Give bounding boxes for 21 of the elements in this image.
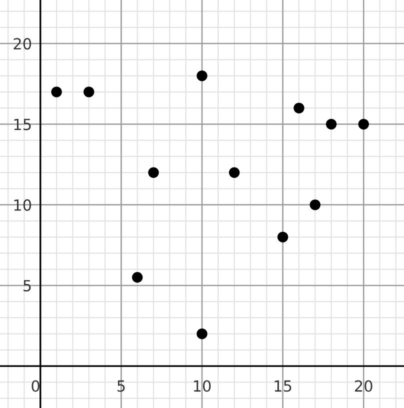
point: [294, 102, 304, 114]
y-tick-label: 20: [14, 38, 32, 50]
point: [326, 118, 337, 130]
y-tick-label: 10: [14, 199, 32, 211]
y-tick-label: 5: [24, 280, 31, 292]
x-tick-label: 15: [274, 380, 292, 392]
x-tick-label: 20: [355, 380, 372, 392]
point: [51, 86, 62, 98]
point: [228, 167, 240, 178]
point: [132, 272, 143, 283]
point: [310, 199, 320, 210]
x-tick-label: 5: [118, 380, 125, 392]
point: [196, 328, 208, 340]
y-tick-label: 15: [14, 118, 31, 130]
x-tick-label: 0: [32, 380, 40, 392]
x-tick-label: 10: [194, 380, 211, 392]
point: [84, 86, 94, 98]
point: [277, 232, 288, 242]
point: [358, 118, 369, 130]
point: [196, 70, 208, 82]
point: [148, 167, 159, 178]
